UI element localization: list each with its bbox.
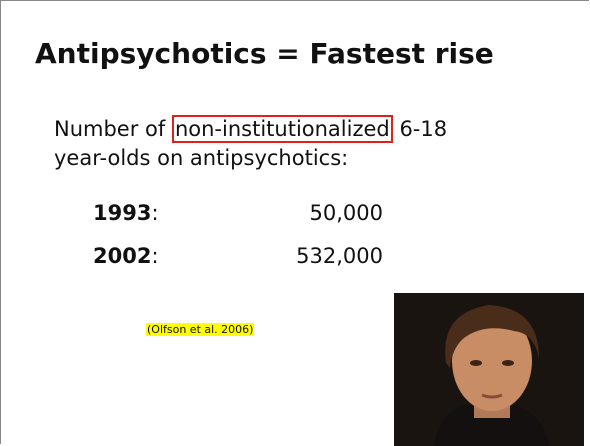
- year: 1993: [93, 201, 151, 225]
- data-row: 2002: 532,000: [93, 244, 383, 274]
- citation: (Olfson et al. 2006): [146, 323, 254, 336]
- eye: [470, 360, 482, 366]
- intro-highlight: non-institutionalized: [172, 115, 393, 143]
- separator: :: [151, 201, 158, 225]
- value: 532,000: [296, 244, 383, 268]
- value: 50,000: [310, 201, 383, 225]
- eye: [502, 360, 514, 366]
- slide: Antipsychotics = Fastest rise Number of …: [0, 0, 589, 444]
- intro-text: Number of non-institutionalized 6-18 yea…: [54, 115, 504, 173]
- intro-before: Number of: [54, 117, 165, 141]
- photo: [394, 293, 584, 446]
- separator: :: [151, 244, 158, 268]
- data-row: 1993: 50,000: [93, 201, 383, 231]
- year: 2002: [93, 244, 151, 268]
- slide-title: Antipsychotics = Fastest rise: [35, 37, 494, 70]
- page: Antipsychotics = Fastest rise Number of …: [0, 0, 590, 445]
